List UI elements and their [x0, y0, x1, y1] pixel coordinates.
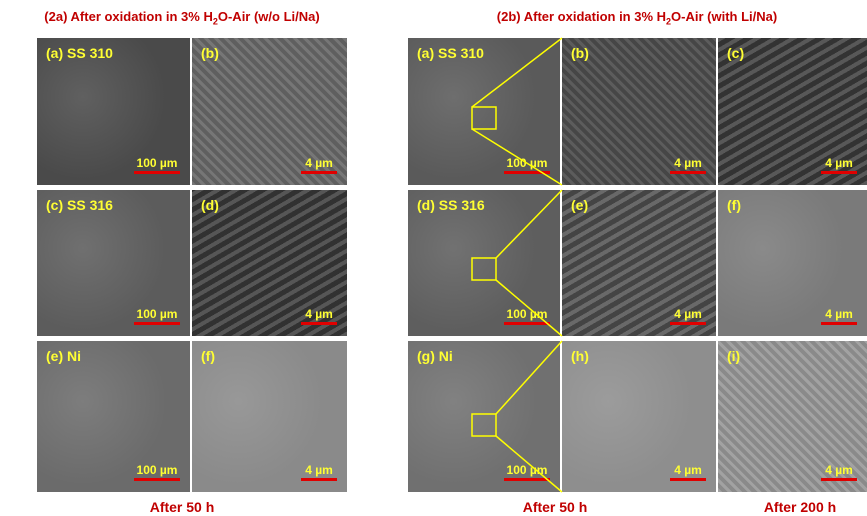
sem-image: (g) Ni 100 µm	[408, 341, 560, 492]
scale-bar	[821, 171, 857, 174]
image-label: (a) SS 310	[46, 45, 113, 61]
sem-image: (b) 4 µm	[192, 38, 347, 185]
scale-bar	[134, 322, 180, 325]
scale-label: 4 µm	[301, 463, 337, 477]
scale-label: 100 µm	[504, 463, 550, 477]
scale-label-group: 100 µm	[134, 463, 180, 481]
scale-label-group: 100 µm	[134, 307, 180, 325]
scale-label-group: 4 µm	[301, 463, 337, 481]
sem-image: (h) 4 µm	[562, 341, 716, 492]
panel-title: (2a) After oxidation in 3% H2O-Air (w/o …	[44, 9, 319, 27]
scale-label: 100 µm	[504, 307, 550, 321]
image-label: (b)	[201, 45, 219, 61]
scale-label-group: 4 µm	[821, 307, 857, 325]
scale-bar	[504, 478, 550, 481]
image-label: (a) SS 310	[417, 45, 484, 61]
scale-label: 4 µm	[301, 156, 337, 170]
sem-image: (f) 4 µm	[718, 190, 867, 336]
scale-label-group: 100 µm	[134, 156, 180, 174]
scale-bar	[301, 322, 337, 325]
title-text: O-Air (with Li/Na)	[671, 9, 777, 24]
image-label: (i)	[727, 348, 740, 364]
image-label: (d) SS 316	[417, 197, 485, 213]
scale-label: 4 µm	[821, 156, 857, 170]
image-label: (f)	[727, 197, 741, 213]
image-label: (f)	[201, 348, 215, 364]
scale-bar	[821, 478, 857, 481]
sem-image: (a) SS 310 100 µm	[37, 38, 190, 185]
image-label: (d)	[201, 197, 219, 213]
title-text: (2b) After oxidation in 3% H	[497, 9, 666, 24]
image-label: (c)	[727, 45, 744, 61]
caption: After 50 h	[523, 499, 588, 515]
sem-image: (e) Ni 100 µm	[37, 341, 190, 492]
scale-label-group: 4 µm	[670, 307, 706, 325]
caption: After 200 h	[764, 499, 836, 515]
sem-image: (f) 4 µm	[192, 341, 347, 492]
scale-label: 100 µm	[134, 156, 180, 170]
scale-bar	[504, 171, 550, 174]
scale-label: 100 µm	[504, 156, 550, 170]
scale-label-group: 100 µm	[504, 307, 550, 325]
scale-label-group: 4 µm	[670, 156, 706, 174]
image-label: (g) Ni	[417, 348, 453, 364]
sem-image: (i) 4 µm	[718, 341, 867, 492]
panel-title: (2b) After oxidation in 3% H2O-Air (with…	[497, 9, 777, 27]
caption: After 50 h	[150, 499, 215, 515]
scale-label-group: 4 µm	[301, 307, 337, 325]
figure: (2a) After oxidation in 3% H2O-Air (w/o …	[0, 0, 867, 516]
scale-label: 4 µm	[670, 156, 706, 170]
image-label: (e) Ni	[46, 348, 81, 364]
scale-label-group: 4 µm	[821, 463, 857, 481]
sem-image: (c) 4 µm	[718, 38, 867, 185]
scale-bar	[821, 322, 857, 325]
image-label: (e)	[571, 197, 588, 213]
scale-label: 4 µm	[670, 307, 706, 321]
image-label: (c) SS 316	[46, 197, 113, 213]
scale-label: 4 µm	[670, 463, 706, 477]
title-text: O-Air (w/o Li/Na)	[218, 9, 320, 24]
sem-image: (b) 4 µm	[562, 38, 716, 185]
sem-image: (d) SS 316 100 µm	[408, 190, 560, 336]
sem-image: (e) 4 µm	[562, 190, 716, 336]
sem-image: (a) SS 310 100 µm	[408, 38, 560, 185]
scale-label: 100 µm	[134, 463, 180, 477]
title-text: (2a) After oxidation in 3% H	[44, 9, 213, 24]
scale-bar	[504, 322, 550, 325]
sem-image: (d) 4 µm	[192, 190, 347, 336]
scale-label: 100 µm	[134, 307, 180, 321]
scale-label-group: 100 µm	[504, 156, 550, 174]
scale-bar	[301, 478, 337, 481]
scale-label-group: 4 µm	[821, 156, 857, 174]
scale-label-group: 4 µm	[670, 463, 706, 481]
scale-bar	[134, 171, 180, 174]
scale-label: 4 µm	[821, 307, 857, 321]
sem-image: (c) SS 316 100 µm	[37, 190, 190, 336]
scale-label-group: 4 µm	[301, 156, 337, 174]
scale-bar	[670, 322, 706, 325]
image-label: (b)	[571, 45, 589, 61]
scale-label: 4 µm	[821, 463, 857, 477]
scale-bar	[301, 171, 337, 174]
scale-bar	[670, 478, 706, 481]
scale-bar	[670, 171, 706, 174]
scale-label: 4 µm	[301, 307, 337, 321]
image-label: (h)	[571, 348, 589, 364]
scale-bar	[134, 478, 180, 481]
scale-label-group: 100 µm	[504, 463, 550, 481]
